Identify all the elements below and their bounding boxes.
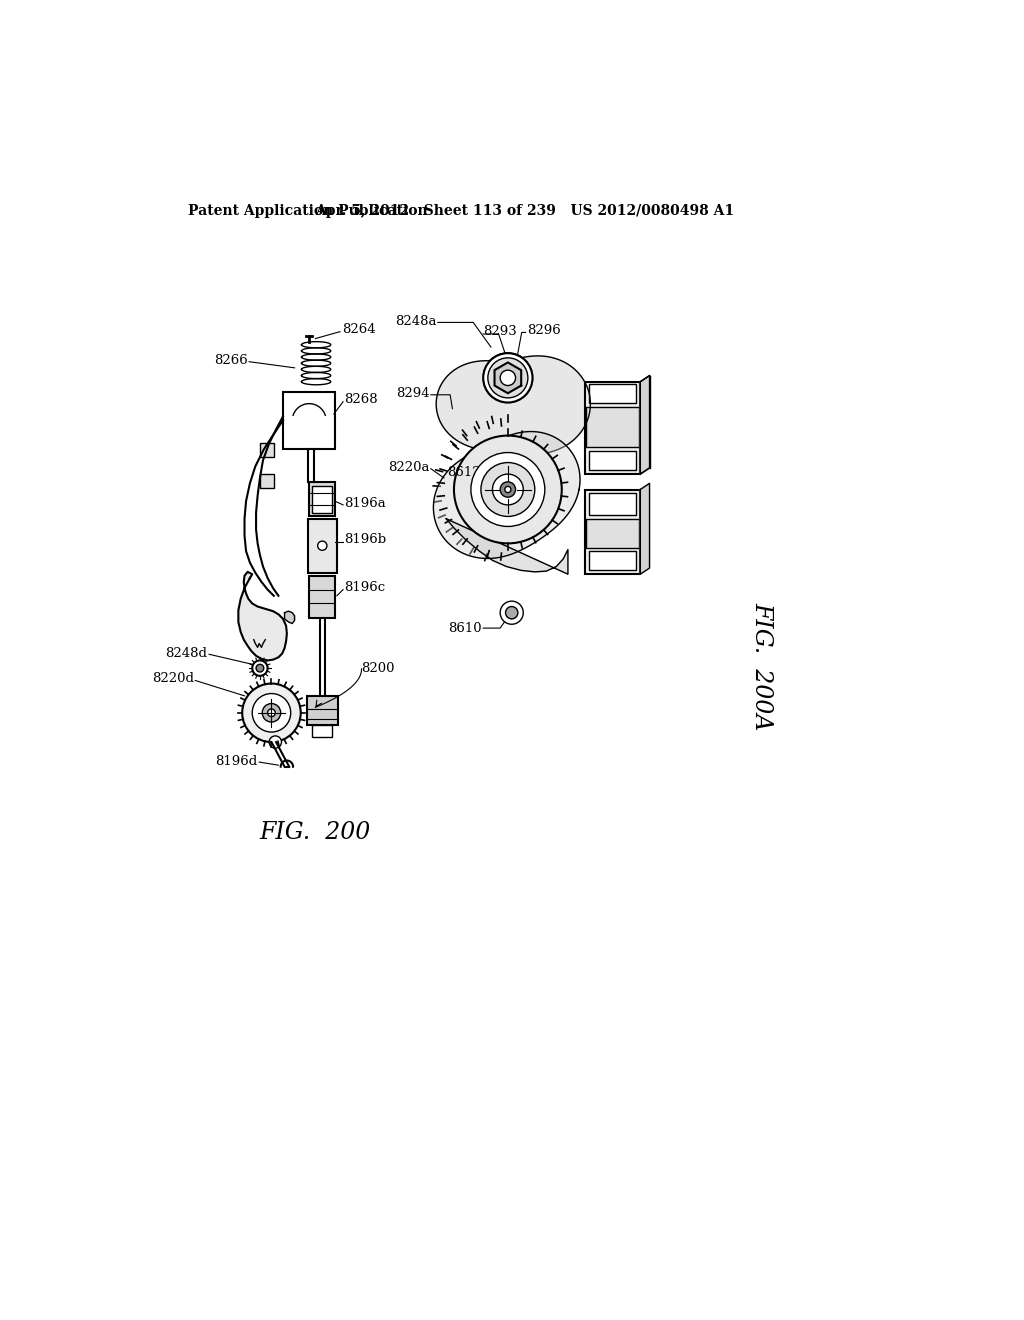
Text: FIG.  200: FIG. 200 [260, 821, 371, 843]
Text: 8268: 8268 [345, 393, 378, 407]
Text: 8220d: 8220d [152, 672, 194, 685]
Text: 8196c: 8196c [345, 581, 386, 594]
Text: 8220a: 8220a [388, 462, 429, 474]
Text: 8196a: 8196a [345, 496, 386, 510]
Text: 8294: 8294 [395, 387, 429, 400]
Polygon shape [640, 483, 649, 574]
Circle shape [454, 436, 562, 544]
Bar [587, 519, 639, 548]
Polygon shape [640, 376, 649, 474]
Circle shape [500, 370, 515, 385]
Polygon shape [433, 432, 580, 558]
Text: 8248a: 8248a [394, 315, 436, 329]
Circle shape [493, 474, 523, 504]
Bar [283, 392, 336, 449]
Circle shape [500, 482, 515, 498]
Circle shape [252, 693, 291, 733]
Circle shape [506, 607, 518, 619]
Circle shape [483, 354, 532, 403]
Text: 8196b: 8196b [345, 533, 387, 546]
Bar [312, 486, 333, 512]
Bar [309, 482, 336, 516]
Bar [309, 576, 336, 618]
Bar [260, 444, 273, 457]
Circle shape [500, 370, 515, 385]
Bar [589, 552, 637, 570]
Circle shape [243, 684, 301, 742]
Text: 8264: 8264 [342, 323, 376, 335]
Circle shape [269, 737, 282, 748]
Circle shape [262, 704, 281, 722]
Circle shape [504, 374, 512, 381]
Bar [312, 725, 333, 737]
Bar [587, 407, 639, 447]
Polygon shape [436, 356, 591, 454]
Text: 8266: 8266 [214, 354, 248, 367]
Circle shape [481, 462, 535, 516]
Text: 8293: 8293 [483, 325, 517, 338]
Text: FIG.  200A: FIG. 200A [751, 602, 773, 731]
Circle shape [267, 709, 275, 717]
Text: 8296: 8296 [527, 325, 561, 338]
Polygon shape [495, 363, 521, 393]
Text: Apr. 5, 2012   Sheet 113 of 239   US 2012/0080498 A1: Apr. 5, 2012 Sheet 113 of 239 US 2012/00… [315, 203, 734, 218]
Circle shape [487, 358, 528, 397]
Text: 8610: 8610 [449, 622, 481, 635]
Text: 8196d: 8196d [215, 755, 258, 768]
Bar [589, 494, 637, 515]
Text: 8612: 8612 [447, 466, 481, 479]
Text: 8248d: 8248d [166, 647, 208, 660]
Circle shape [471, 453, 545, 527]
Polygon shape [285, 611, 295, 623]
Bar [260, 474, 273, 488]
Bar [307, 696, 338, 725]
Circle shape [256, 664, 264, 672]
Bar [307, 519, 337, 573]
Circle shape [505, 486, 511, 492]
Circle shape [487, 358, 528, 397]
Polygon shape [495, 363, 521, 393]
Bar [589, 451, 637, 470]
Polygon shape [446, 519, 568, 574]
Polygon shape [239, 572, 287, 660]
Circle shape [500, 601, 523, 624]
Bar [585, 381, 640, 474]
Circle shape [483, 354, 532, 403]
Bar [585, 490, 640, 574]
Text: 8200: 8200 [361, 663, 395, 676]
Text: Patent Application Publication: Patent Application Publication [188, 203, 428, 218]
Bar [589, 384, 637, 404]
Circle shape [317, 541, 327, 550]
Circle shape [252, 660, 267, 676]
